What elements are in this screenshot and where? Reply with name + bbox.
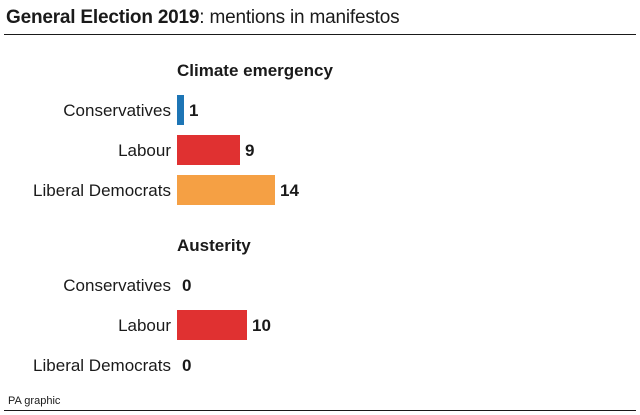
bottom-divider (4, 410, 636, 411)
bar-chart: Climate emergency Conservatives 1 Labour 9 Li… (33, 61, 333, 375)
category-label-climate-emergency-conservatives: Conservatives (63, 101, 171, 120)
value-label-austerity-labour: 10 (252, 316, 271, 335)
category-label-austerity-conservatives: Conservatives (63, 276, 171, 295)
chart-title-rest: : mentions in manifestos (199, 7, 400, 28)
category-label-austerity-labour: Labour (118, 316, 171, 335)
chart-title: General Election 2019: mentions in manif… (6, 6, 400, 30)
source-credit: PA graphic (8, 395, 61, 407)
bar-climate-emergency-conservatives (177, 95, 184, 125)
value-label-austerity-liberal-democrats: 0 (182, 356, 191, 375)
category-label-climate-emergency-liberal-democrats: Liberal Democrats (33, 181, 171, 200)
value-label-austerity-conservatives: 0 (182, 276, 191, 295)
panel-title-climate-emergency: Climate emergency (177, 61, 333, 80)
top-divider (4, 34, 636, 35)
bar-climate-emergency-liberal-democrats (177, 175, 275, 205)
panel-title-austerity: Austerity (177, 236, 251, 255)
chart-title-bold: General Election 2019 (6, 7, 200, 28)
bar-climate-emergency-labour (177, 135, 240, 165)
category-label-austerity-liberal-democrats: Liberal Democrats (33, 356, 171, 375)
value-label-climate-emergency-liberal-democrats: 14 (280, 181, 299, 200)
value-label-climate-emergency-labour: 9 (245, 141, 254, 160)
category-label-climate-emergency-labour: Labour (118, 141, 171, 160)
value-label-climate-emergency-conservatives: 1 (189, 101, 198, 120)
bar-austerity-labour (177, 310, 247, 340)
